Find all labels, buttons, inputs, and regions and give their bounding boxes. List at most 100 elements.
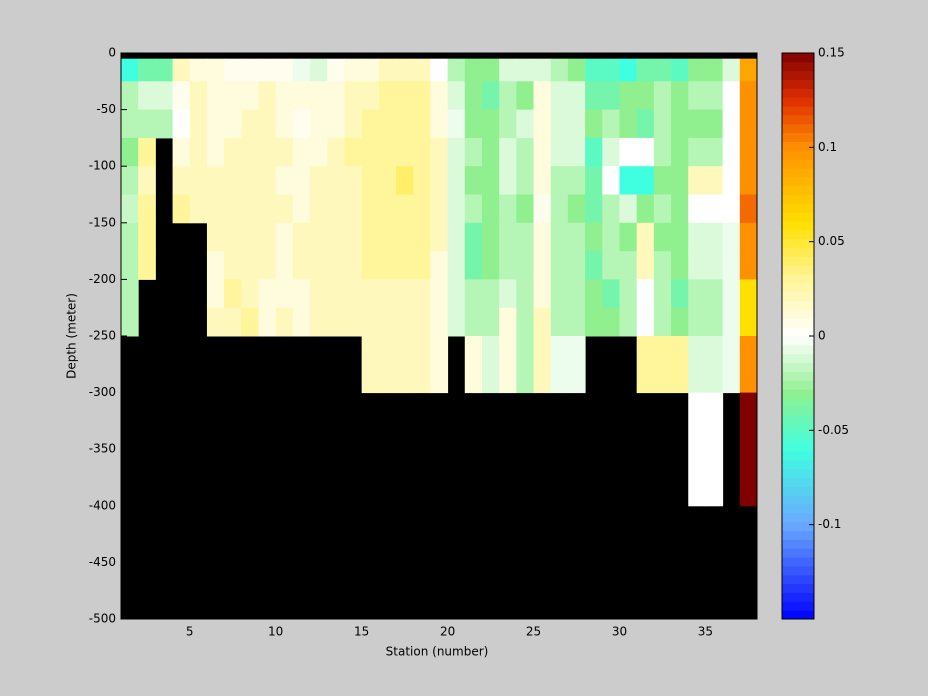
heat-cell xyxy=(533,307,552,337)
colorbar-band xyxy=(782,282,814,293)
heat-cell xyxy=(464,137,483,167)
heat-cell xyxy=(310,307,328,337)
colorbar-band xyxy=(782,327,814,337)
heat-cell xyxy=(499,81,517,111)
colorbar-band xyxy=(782,88,814,98)
heat-cell xyxy=(705,109,724,139)
colorbar-tick-label: 0 xyxy=(818,329,826,343)
heat-cell xyxy=(499,166,517,195)
heat-cell xyxy=(241,81,260,111)
heat-cell xyxy=(378,81,397,111)
heat-cell xyxy=(499,336,517,394)
y-tick-label: -300 xyxy=(89,385,116,399)
colorbar-band xyxy=(782,238,814,249)
heat-cell xyxy=(722,137,741,167)
colorbar-band xyxy=(782,106,814,116)
heat-cell xyxy=(138,58,156,82)
heat-cell xyxy=(688,336,706,394)
colorbar-tick-label: 0.05 xyxy=(818,234,845,248)
heat-cell xyxy=(292,279,311,309)
heat-cell xyxy=(172,58,191,82)
heat-cell xyxy=(413,222,431,252)
heat-cell xyxy=(292,194,311,224)
heat-cell xyxy=(499,194,517,224)
heat-cell xyxy=(481,279,500,309)
heat-cell xyxy=(413,194,431,224)
heat-cell xyxy=(121,222,139,252)
heat-cell xyxy=(447,109,466,139)
heat-cell xyxy=(481,137,500,167)
heat-cell xyxy=(344,137,363,167)
heat-cell xyxy=(430,137,449,167)
heat-cell xyxy=(327,251,345,280)
heat-cell xyxy=(258,58,277,82)
heat-cell xyxy=(464,166,483,195)
heat-cell xyxy=(516,166,535,195)
heat-cell xyxy=(447,251,466,280)
heat-cell xyxy=(516,307,535,337)
heat-cell xyxy=(739,109,758,139)
colorbar-band xyxy=(782,362,814,372)
heat-cell xyxy=(550,194,569,224)
heat-cell xyxy=(344,279,363,309)
heat-cell xyxy=(155,81,174,111)
colorbar-band xyxy=(782,185,814,195)
heat-cell xyxy=(206,194,225,224)
heat-cell xyxy=(447,194,466,224)
colorbar-band xyxy=(782,176,814,187)
colorbar-band xyxy=(782,548,814,558)
heat-cell xyxy=(224,58,242,82)
heat-cell xyxy=(413,166,431,195)
colorbar-band xyxy=(782,114,814,125)
heat-cell xyxy=(550,222,569,252)
heat-cell xyxy=(739,166,758,195)
heat-cell xyxy=(121,166,139,195)
heat-cell xyxy=(636,251,655,280)
heat-cell xyxy=(550,81,569,111)
heat-cell xyxy=(567,109,586,139)
y-tick-label: -100 xyxy=(89,159,116,173)
heat-cell xyxy=(378,137,397,167)
y-tick-label: -150 xyxy=(89,215,116,229)
heat-cell xyxy=(636,336,655,394)
colorbar-band xyxy=(782,265,814,275)
heat-cell xyxy=(653,58,672,82)
heat-cell xyxy=(327,307,345,337)
heat-cell xyxy=(464,251,483,280)
heat-cell xyxy=(121,194,139,224)
heat-cell xyxy=(378,58,397,82)
heat-cell xyxy=(327,222,345,252)
heat-cell xyxy=(671,58,689,82)
x-tick-label: 15 xyxy=(354,625,369,639)
heat-cell xyxy=(705,58,724,82)
heat-cell xyxy=(705,81,724,111)
colorbar-band xyxy=(782,468,814,478)
heat-cell xyxy=(396,336,414,394)
heat-cell xyxy=(550,58,569,82)
heat-cell xyxy=(516,109,535,139)
colorbar-band xyxy=(782,79,814,89)
heat-cell xyxy=(585,81,603,111)
colorbar-band xyxy=(782,539,814,549)
heat-cell xyxy=(138,109,156,139)
colorbar-band xyxy=(782,380,814,390)
heat-cell xyxy=(550,307,569,337)
heat-cell xyxy=(310,109,328,139)
x-axis-label: Station (number) xyxy=(386,645,489,659)
heat-cell xyxy=(464,81,483,111)
heat-cell xyxy=(430,251,449,280)
heat-cell xyxy=(481,222,500,252)
x-tick-label: 30 xyxy=(612,625,627,639)
heat-cell xyxy=(499,137,517,167)
heat-cell xyxy=(688,166,706,195)
colorbar-band xyxy=(782,601,814,611)
heat-cell xyxy=(344,194,363,224)
heat-cell xyxy=(275,58,294,82)
x-tick-label: 35 xyxy=(698,625,713,639)
heat-cell xyxy=(636,307,655,337)
heat-cell xyxy=(653,222,672,252)
heat-cell xyxy=(413,307,431,337)
heat-cell xyxy=(344,251,363,280)
heat-cell xyxy=(224,81,242,111)
heat-cell xyxy=(602,166,620,195)
